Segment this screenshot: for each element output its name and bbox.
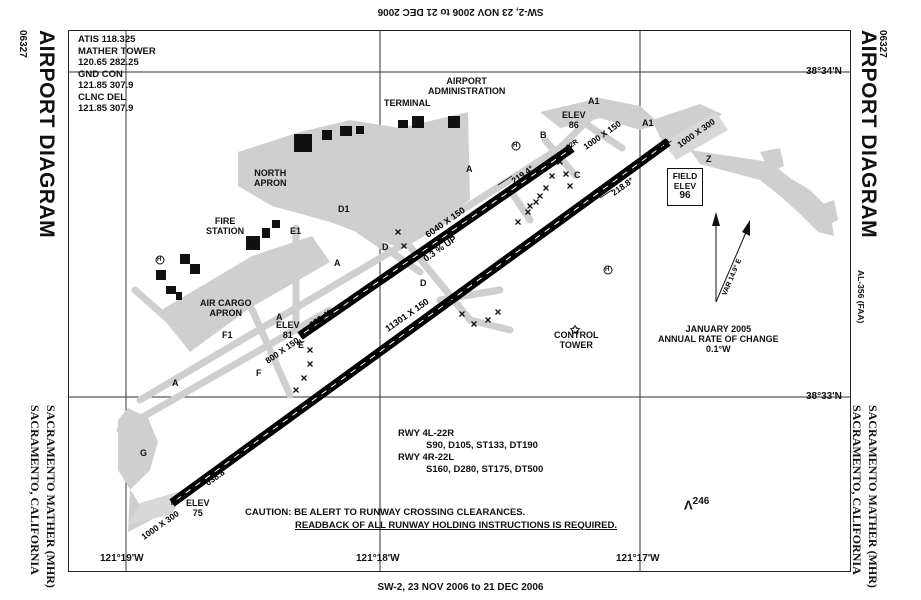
field-elevation-box: FIELD ELEV 96 bbox=[667, 168, 703, 206]
hold-x-mark bbox=[537, 193, 543, 199]
taxiway-g: G bbox=[140, 448, 148, 458]
hold-x-mark bbox=[567, 183, 573, 189]
chart-frame bbox=[68, 30, 851, 572]
elev-22r-label: ELEV 86 bbox=[562, 110, 586, 130]
hold-x-mark bbox=[549, 173, 555, 179]
hold-x-mark bbox=[525, 209, 531, 215]
freq-line: CLNC DEL bbox=[78, 91, 127, 103]
hold-x-mark bbox=[485, 317, 491, 323]
hold-x-mark bbox=[395, 229, 401, 235]
variation-note: JANUARY 2005 ANNUAL RATE OF CHANGE 0.1°W bbox=[658, 324, 779, 354]
north-apron-label: NORTH APRON bbox=[254, 168, 287, 188]
obstacle-marker: Λ246 bbox=[684, 496, 709, 512]
heliport-h-2: H bbox=[157, 257, 162, 263]
freq-line: 121.85 307.9 bbox=[78, 80, 134, 91]
caution-notice: CAUTION: BE ALERT TO RUNWAY CROSSING CLE… bbox=[245, 507, 617, 531]
heading-arrows bbox=[195, 175, 613, 483]
control-tower-star: ✩ bbox=[569, 323, 581, 337]
freq-line: GND CON bbox=[78, 68, 123, 80]
hold-x-mark bbox=[447, 297, 453, 303]
building bbox=[294, 134, 312, 152]
freq-line: MATHER TOWER bbox=[78, 45, 156, 57]
overrun-areas bbox=[128, 112, 728, 525]
taxiway-d-s: D bbox=[420, 278, 427, 288]
taxiway-d: D bbox=[382, 242, 389, 252]
hold-x-mark bbox=[527, 203, 533, 209]
elev-4l-label: ELEV 81 bbox=[276, 320, 300, 340]
obstacle-symbol: Λ bbox=[684, 497, 693, 513]
taxiway-a1: A1 bbox=[588, 96, 600, 106]
lon-east: 121°17'W bbox=[616, 553, 660, 564]
hold-x-mark bbox=[543, 185, 549, 191]
hold-x-mark bbox=[563, 171, 569, 177]
hold-x-mark bbox=[533, 199, 539, 205]
taxiway-f1: F1 bbox=[222, 330, 233, 340]
obstacle-height: 246 bbox=[692, 496, 710, 507]
taxiway-d1: D1 bbox=[338, 204, 350, 214]
lon-mid: 121°18'W bbox=[356, 553, 400, 564]
hold-x-mark bbox=[307, 361, 313, 367]
hold-x-mark bbox=[293, 387, 299, 393]
hold-x-mark bbox=[495, 309, 501, 315]
hold-x-mark bbox=[401, 243, 407, 249]
heliport-h-1: H bbox=[513, 143, 518, 149]
hold-x-mark bbox=[515, 219, 521, 225]
freq-line: ATIS 118.325 bbox=[78, 34, 136, 45]
hold-x-mark bbox=[301, 375, 307, 381]
air-cargo-apron-label: AIR CARGO APRON bbox=[200, 298, 252, 318]
hold-markings bbox=[293, 159, 573, 393]
elev-4r-label: ELEV 75 bbox=[186, 498, 210, 518]
freq-line: 121.85 307.9 bbox=[78, 103, 134, 114]
rwy-end-4r: 4R bbox=[169, 497, 180, 508]
hold-x-mark bbox=[557, 159, 563, 165]
taxiway-a-sw: A bbox=[276, 312, 283, 322]
frequencies-block: ATIS 118.325 MATHER TOWER 120.65 282.25 … bbox=[78, 34, 156, 115]
taxiway-a-mid: A bbox=[334, 258, 341, 268]
taxiway-f: F bbox=[256, 368, 262, 378]
runway-strength-info: RWY 4L-22R S90, D105, ST133, DT190 RWY 4… bbox=[398, 428, 544, 475]
control-tower-label: CONTROL TOWER bbox=[554, 330, 599, 350]
heliport-symbols bbox=[155, 141, 613, 275]
north-arrow bbox=[712, 212, 720, 302]
admin-label: AIRPORT ADMINISTRATION bbox=[428, 76, 506, 96]
taxiway-z: Z bbox=[706, 154, 712, 164]
taxiway-a1-ne: A1 bbox=[642, 118, 654, 128]
runway-centerlines bbox=[175, 144, 665, 501]
mag-var-arrow bbox=[715, 220, 750, 303]
taxiway-c: C bbox=[574, 170, 581, 180]
heliport-h-3: H bbox=[605, 267, 610, 273]
taxiway-a-w: A bbox=[172, 378, 179, 388]
hold-x-mark bbox=[307, 347, 313, 353]
taxiways bbox=[116, 104, 626, 434]
rwy-end-4l: 4L bbox=[295, 337, 306, 348]
freq-line: 120.65 282.25 bbox=[78, 57, 139, 68]
lon-west: 121°19'W bbox=[100, 553, 144, 564]
fire-station-label: FIRE STATION bbox=[206, 216, 245, 236]
taxiway-e: E bbox=[298, 340, 305, 350]
mag-var-label: VAR 14.9° E bbox=[720, 257, 743, 297]
taxiway-a-n: A bbox=[466, 164, 473, 174]
hold-x-mark bbox=[459, 311, 465, 317]
buildings bbox=[156, 116, 460, 300]
terminal-label: TERMINAL bbox=[384, 98, 431, 108]
taxiway-b: B bbox=[540, 130, 547, 140]
lat-south: 38°33'N bbox=[806, 391, 842, 402]
lat-north: 38°34'N bbox=[806, 66, 842, 77]
hold-x-mark bbox=[471, 321, 477, 327]
fire-station-building bbox=[246, 236, 260, 250]
footer-dates: SW-2, 23 NOV 2006 to 21 DEC 2006 bbox=[377, 582, 544, 593]
terminal-building bbox=[398, 120, 408, 128]
taxiway-e1: E1 bbox=[290, 226, 302, 236]
